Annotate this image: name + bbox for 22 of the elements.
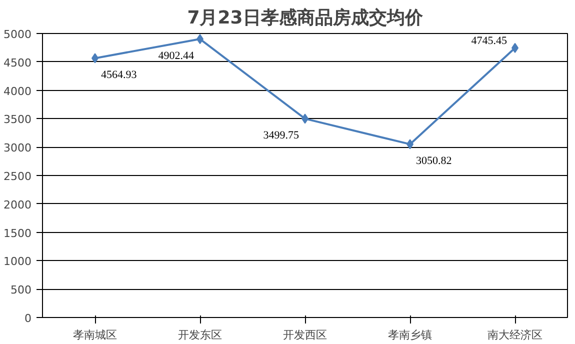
data-label: 3050.82 [416,155,452,168]
y-tick-label: 1500 [4,226,32,240]
y-tick-label: 1000 [4,255,32,268]
y-tick-label: 2500 [4,170,32,183]
y-tick-label: 2000 [4,198,32,212]
data-label: 4564.93 [101,69,138,82]
y-tick-label: 500 [10,284,32,297]
y-tick-label: 5000 [4,28,32,41]
y-tick-label: 3500 [4,113,32,126]
y-tick-label: 3000 [4,142,32,155]
y-tick-label: 4500 [4,56,32,70]
x-tick-label: 南大经济区 [488,328,542,342]
data-label: 4902.44 [158,50,194,62]
chart-title: 7月23日孝感商品房成交均价 [187,8,424,28]
x-tick-label: 开发西区 [283,328,327,342]
x-tick-label: 孝南城区 [73,328,117,342]
y-tick-label: 4000 [4,84,32,98]
data-label: 4745.45 [471,34,508,47]
data-label: 3499.75 [263,130,300,142]
x-tick-label: 开发东区 [178,328,222,342]
x-tick-label: 孝南乡镇 [388,328,432,342]
y-tick-label: 0 [24,312,32,325]
